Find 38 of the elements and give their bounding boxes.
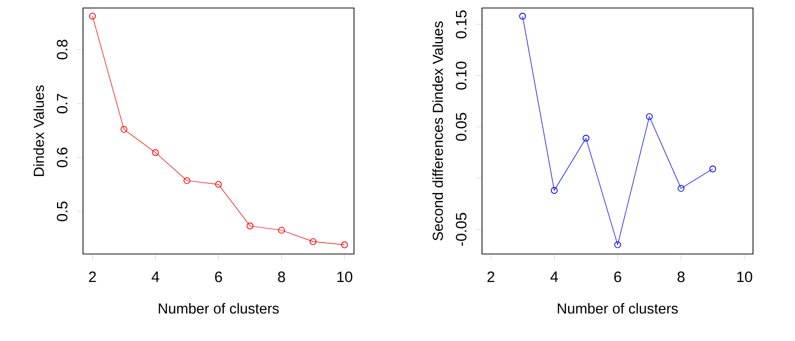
y-tick-label: 0.15 — [456, 10, 466, 38]
x-tick-label: 10 — [337, 272, 352, 282]
point — [152, 149, 159, 156]
x-tick-label: 2 — [487, 272, 494, 282]
x-tick-label: 6 — [215, 272, 222, 282]
point — [709, 166, 716, 172]
point — [550, 187, 558, 194]
point — [646, 113, 653, 120]
y-tick-label: -0.05 — [456, 212, 466, 246]
y-tick-label: 0.8 — [56, 40, 68, 60]
x-axis-title: Number of clusters — [158, 303, 279, 314]
point — [89, 12, 96, 20]
point — [184, 177, 190, 184]
point — [215, 181, 222, 188]
x-tick-label: 6 — [614, 272, 622, 282]
point — [246, 222, 254, 230]
x-tick-label: 8 — [278, 272, 286, 282]
x-tick-label: 10 — [737, 272, 752, 282]
y-axis-title: Second differences Dindex Values — [432, 21, 443, 241]
point — [120, 126, 128, 133]
point — [341, 241, 348, 248]
y-tick-label: 0.05 — [456, 112, 466, 141]
y-tick-label: 0.10 — [456, 62, 466, 90]
y-axis-title: Dindex Values — [33, 85, 44, 176]
point — [278, 226, 285, 234]
point — [678, 185, 684, 192]
y-tick-label: 0.5 — [56, 202, 68, 222]
y-tick-label: 0.7 — [56, 94, 68, 114]
y-tick-label: 0.6 — [56, 148, 68, 168]
point — [519, 12, 526, 20]
point — [582, 134, 590, 142]
point — [614, 241, 622, 248]
x-tick-label: 4 — [550, 272, 558, 282]
x-axis-title: Number of clusters — [558, 303, 678, 314]
x-tick-label: 2 — [89, 272, 96, 282]
x-tick-label: 4 — [152, 272, 160, 282]
point — [310, 238, 316, 245]
x-tick-label: 8 — [678, 272, 685, 282]
